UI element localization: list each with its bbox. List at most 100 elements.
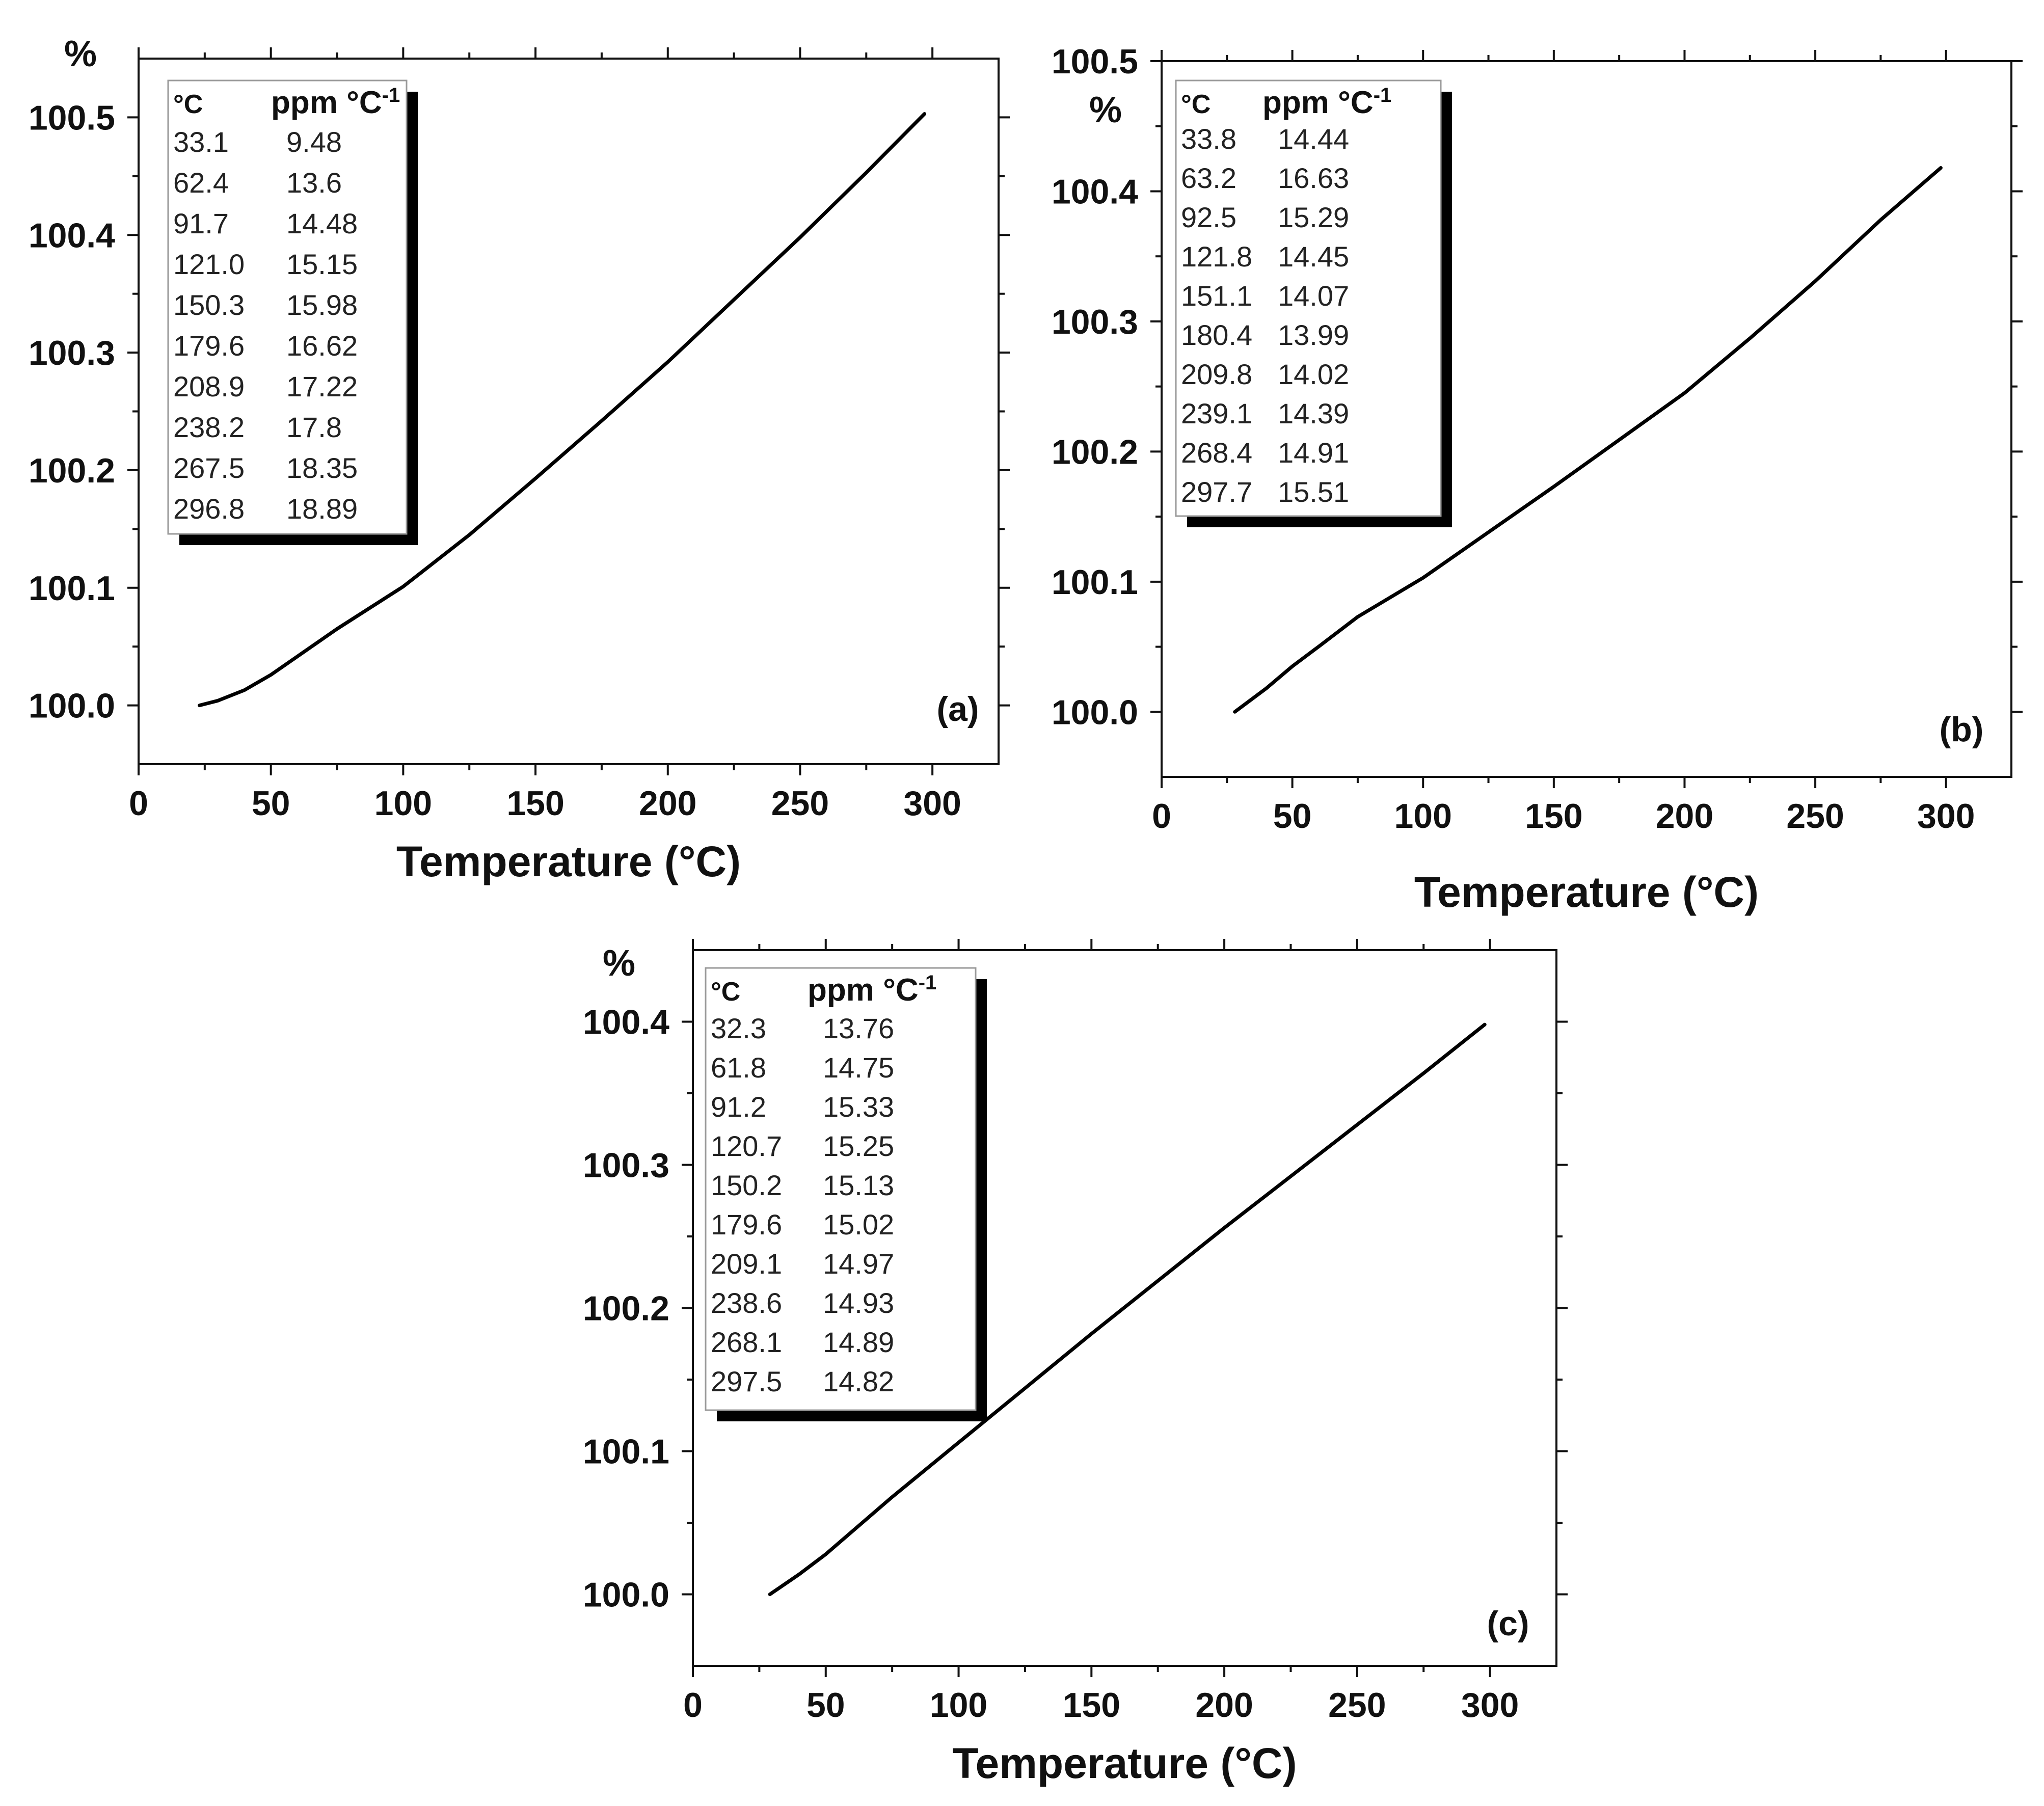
x-tick-label: 300 (1917, 797, 1975, 835)
y-tick-label: 100.1 (583, 1433, 669, 1471)
y-axis-unit: % (603, 943, 635, 984)
y-tick-label: 100.4 (583, 1003, 669, 1042)
y-tick-label: 100.2 (29, 451, 115, 490)
x-tick-label: 200 (639, 784, 696, 823)
table-header-temp: °C (1181, 90, 1211, 119)
table-cell-cte: 15.33 (823, 1091, 894, 1123)
x-tick-label: 50 (806, 1686, 845, 1724)
table-cell-cte: 16.62 (286, 330, 358, 362)
table-header-ppm: ppm (1262, 85, 1338, 120)
table-header-coef: ppm °C-1 (1262, 84, 1391, 120)
table-cell-temp: 179.6 (173, 330, 245, 362)
table-cell-cte: 13.6 (286, 167, 342, 199)
plot-frame (1161, 60, 2012, 778)
y-tick-label: 100.2 (1052, 433, 1138, 471)
table-box (1175, 79, 1442, 517)
table-cell-cte: 14.93 (823, 1287, 894, 1319)
table-cell-temp: 151.1 (1181, 280, 1252, 312)
table-cell-cte: 14.91 (1278, 437, 1349, 469)
series-line-expansion (768, 1022, 1487, 1596)
table-cell-cte: 14.82 (823, 1365, 894, 1397)
x-tick-label: 250 (771, 784, 829, 823)
table-cell-cte: 18.35 (286, 452, 358, 484)
table-cell-temp: 120.7 (711, 1130, 782, 1162)
table-cell-temp: 62.4 (173, 167, 229, 199)
y-tick-label: 100.0 (583, 1576, 669, 1614)
table-cell-temp: 61.8 (711, 1052, 766, 1084)
table-header-temp: °C (173, 90, 203, 119)
panel-label: (a) (936, 690, 979, 729)
panel-label: (b) (1940, 710, 1984, 749)
table-cell-temp: 121.8 (1181, 240, 1252, 273)
y-tick-label: 100.4 (1052, 172, 1138, 211)
table-cell-temp: 91.2 (711, 1091, 766, 1123)
table-cell-cte: 15.13 (823, 1169, 894, 1201)
table-cell-cte: 15.25 (823, 1130, 894, 1162)
x-tick-label: 150 (1525, 797, 1582, 835)
x-tick-label: 150 (1063, 1686, 1120, 1724)
x-tick-label: 50 (252, 784, 290, 823)
table-cell-cte: 14.44 (1278, 123, 1349, 155)
x-tick-label: 200 (1656, 797, 1713, 835)
table-cell-temp: 239.1 (1181, 397, 1252, 429)
table-cell-cte: 17.8 (286, 411, 342, 443)
x-tick-label: 0 (683, 1686, 703, 1724)
series-line-expansion (198, 112, 927, 708)
table-cell-cte: 18.89 (286, 493, 358, 525)
x-tick-label: 300 (1461, 1686, 1519, 1724)
x-axis-title: Temperature (°C) (1414, 868, 1759, 916)
y-tick-label: 100.5 (29, 98, 115, 137)
table-cell-temp: 33.1 (173, 126, 229, 158)
table-cell-cte: 14.97 (823, 1248, 894, 1280)
table-cell-temp: 32.3 (711, 1012, 766, 1044)
table-cell-cte: 14.45 (1278, 240, 1349, 273)
y-tick-label: 100.5 (1052, 42, 1138, 81)
table-cell-temp: 268.4 (1181, 437, 1252, 469)
table-cell-temp: 63.2 (1181, 162, 1236, 194)
table-header-coef: ppm °C-1 (271, 84, 400, 120)
table-cell-cte: 14.48 (286, 207, 358, 239)
table-cell-cte: 15.98 (286, 289, 358, 321)
table-header-exp: -1 (1374, 84, 1392, 106)
table-cell-temp: 208.9 (173, 370, 245, 402)
x-tick-label: 50 (1273, 797, 1312, 835)
table-cell-temp: 150.3 (173, 289, 245, 321)
x-axis-title: Temperature (°C) (396, 838, 741, 885)
table-cell-temp: 238.2 (173, 411, 245, 443)
table-cell-temp: 179.6 (711, 1208, 782, 1241)
table-cell-cte: 13.99 (1278, 319, 1349, 351)
table-header-unit: °C (346, 85, 382, 120)
y-tick-label: 100.1 (29, 569, 115, 608)
chart-panel-a: 0 50 100 150 200 250 300 100.0 100.1 100.2 100.3 10… (29, 34, 1010, 885)
y-tick-label: 100.0 (29, 687, 115, 725)
table-cell-cte: 14.75 (823, 1052, 894, 1084)
x-tick-label: 250 (1786, 797, 1844, 835)
table-cell-cte: 15.29 (1278, 201, 1349, 233)
chart-panel-b: 0 50 100 150 200 250 300 100.0 100.1 100.2 100.3 10… (1052, 42, 2023, 916)
y-tick-label: 100.1 (1052, 563, 1138, 602)
y-tick-label: 100.3 (1052, 303, 1138, 341)
y-tick-label: 100.0 (1052, 693, 1138, 732)
table-cell-temp: 296.8 (173, 493, 245, 525)
table-cell-cte: 15.02 (823, 1208, 894, 1241)
x-tick-label: 250 (1328, 1686, 1386, 1724)
table-header-unit: °C (1338, 85, 1374, 120)
table-cell-temp: 180.4 (1181, 319, 1252, 351)
table-cell-temp: 209.1 (711, 1248, 782, 1280)
x-tick-label: 100 (930, 1686, 987, 1724)
table-header-exp: -1 (382, 84, 400, 106)
table-cell-temp: 209.8 (1181, 358, 1252, 390)
x-tick-label: 300 (903, 784, 961, 823)
table-cell-temp: 121.0 (173, 248, 245, 280)
table-cell-cte: 14.07 (1278, 280, 1349, 312)
table-cell-cte: 14.02 (1278, 358, 1349, 390)
panel-label: (c) (1487, 1604, 1529, 1643)
y-tick-label: 100.3 (583, 1146, 669, 1185)
table-cell-temp: 268.1 (711, 1326, 782, 1358)
x-axis-title: Temperature (°C) (952, 1739, 1297, 1787)
series-line-expansion (1233, 166, 1943, 714)
table-cell-cte: 14.39 (1278, 397, 1349, 429)
